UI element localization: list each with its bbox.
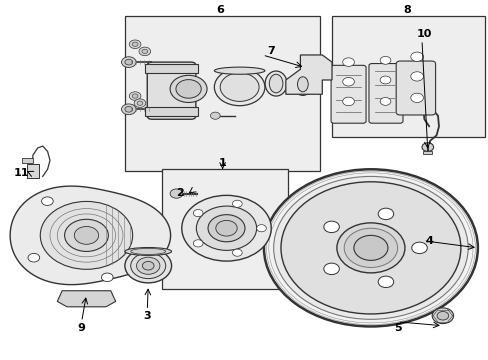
Circle shape (410, 52, 423, 62)
Circle shape (379, 76, 390, 84)
Circle shape (232, 249, 242, 256)
Circle shape (379, 57, 390, 64)
Bar (144, 64, 198, 73)
Circle shape (142, 49, 147, 54)
Circle shape (256, 225, 266, 232)
FancyBboxPatch shape (368, 64, 402, 123)
Circle shape (215, 220, 237, 236)
Circle shape (170, 189, 183, 198)
Circle shape (377, 208, 393, 220)
Ellipse shape (130, 248, 165, 255)
Circle shape (176, 80, 201, 98)
Circle shape (124, 107, 132, 112)
Circle shape (214, 68, 264, 106)
Bar (125, 16, 319, 171)
Ellipse shape (124, 248, 171, 255)
Text: 7: 7 (267, 46, 275, 57)
Circle shape (134, 99, 145, 108)
Circle shape (130, 253, 165, 279)
Circle shape (139, 47, 150, 56)
Polygon shape (285, 55, 331, 94)
Circle shape (129, 40, 141, 49)
Circle shape (336, 223, 404, 273)
FancyBboxPatch shape (395, 61, 435, 115)
Circle shape (436, 311, 448, 320)
Circle shape (132, 42, 138, 46)
Text: 1: 1 (218, 158, 226, 168)
FancyBboxPatch shape (330, 65, 366, 123)
Ellipse shape (214, 67, 264, 74)
Text: 10: 10 (416, 28, 431, 39)
Circle shape (342, 77, 354, 86)
Circle shape (323, 263, 339, 275)
Circle shape (137, 101, 142, 105)
Circle shape (170, 75, 206, 103)
Ellipse shape (269, 74, 283, 93)
Circle shape (264, 169, 477, 327)
Circle shape (182, 195, 271, 261)
Ellipse shape (297, 77, 307, 92)
Ellipse shape (264, 71, 286, 96)
Circle shape (410, 72, 423, 81)
Text: 6: 6 (216, 5, 224, 15)
Bar (22, 158, 32, 163)
Text: 9: 9 (78, 323, 85, 333)
Circle shape (28, 253, 40, 262)
Text: 8: 8 (403, 5, 410, 15)
Polygon shape (57, 291, 116, 307)
Text: 5: 5 (393, 323, 401, 333)
Bar (423, 151, 431, 154)
Circle shape (379, 98, 390, 105)
Circle shape (193, 240, 203, 247)
Circle shape (193, 210, 203, 217)
Bar (144, 107, 198, 116)
Circle shape (64, 219, 108, 251)
Text: 4: 4 (425, 236, 432, 246)
Circle shape (232, 200, 242, 207)
Circle shape (344, 228, 397, 267)
Circle shape (132, 94, 138, 98)
Circle shape (40, 202, 132, 269)
FancyBboxPatch shape (147, 62, 196, 119)
Circle shape (210, 112, 220, 119)
Circle shape (129, 92, 141, 100)
Circle shape (124, 59, 132, 65)
Circle shape (342, 97, 354, 106)
Circle shape (342, 58, 354, 66)
Text: 2: 2 (176, 188, 184, 198)
Circle shape (196, 206, 256, 250)
Bar (331, 16, 484, 137)
Circle shape (377, 276, 393, 288)
Circle shape (411, 242, 427, 253)
Circle shape (41, 197, 53, 206)
Circle shape (101, 273, 113, 282)
Circle shape (124, 249, 171, 283)
Ellipse shape (292, 73, 312, 95)
Circle shape (136, 257, 160, 274)
Text: 3: 3 (143, 311, 151, 321)
Circle shape (121, 104, 136, 114)
Circle shape (220, 73, 259, 102)
Circle shape (273, 176, 467, 319)
Circle shape (281, 182, 460, 314)
Circle shape (121, 57, 136, 67)
Circle shape (421, 143, 433, 152)
Text: 11: 11 (14, 168, 29, 178)
Circle shape (353, 235, 387, 260)
Circle shape (323, 221, 339, 233)
Circle shape (431, 308, 453, 324)
Circle shape (410, 93, 423, 103)
Circle shape (74, 226, 99, 244)
Circle shape (142, 261, 154, 270)
Bar (27, 164, 39, 178)
Circle shape (207, 215, 244, 242)
Polygon shape (10, 186, 170, 285)
Bar (162, 169, 287, 289)
